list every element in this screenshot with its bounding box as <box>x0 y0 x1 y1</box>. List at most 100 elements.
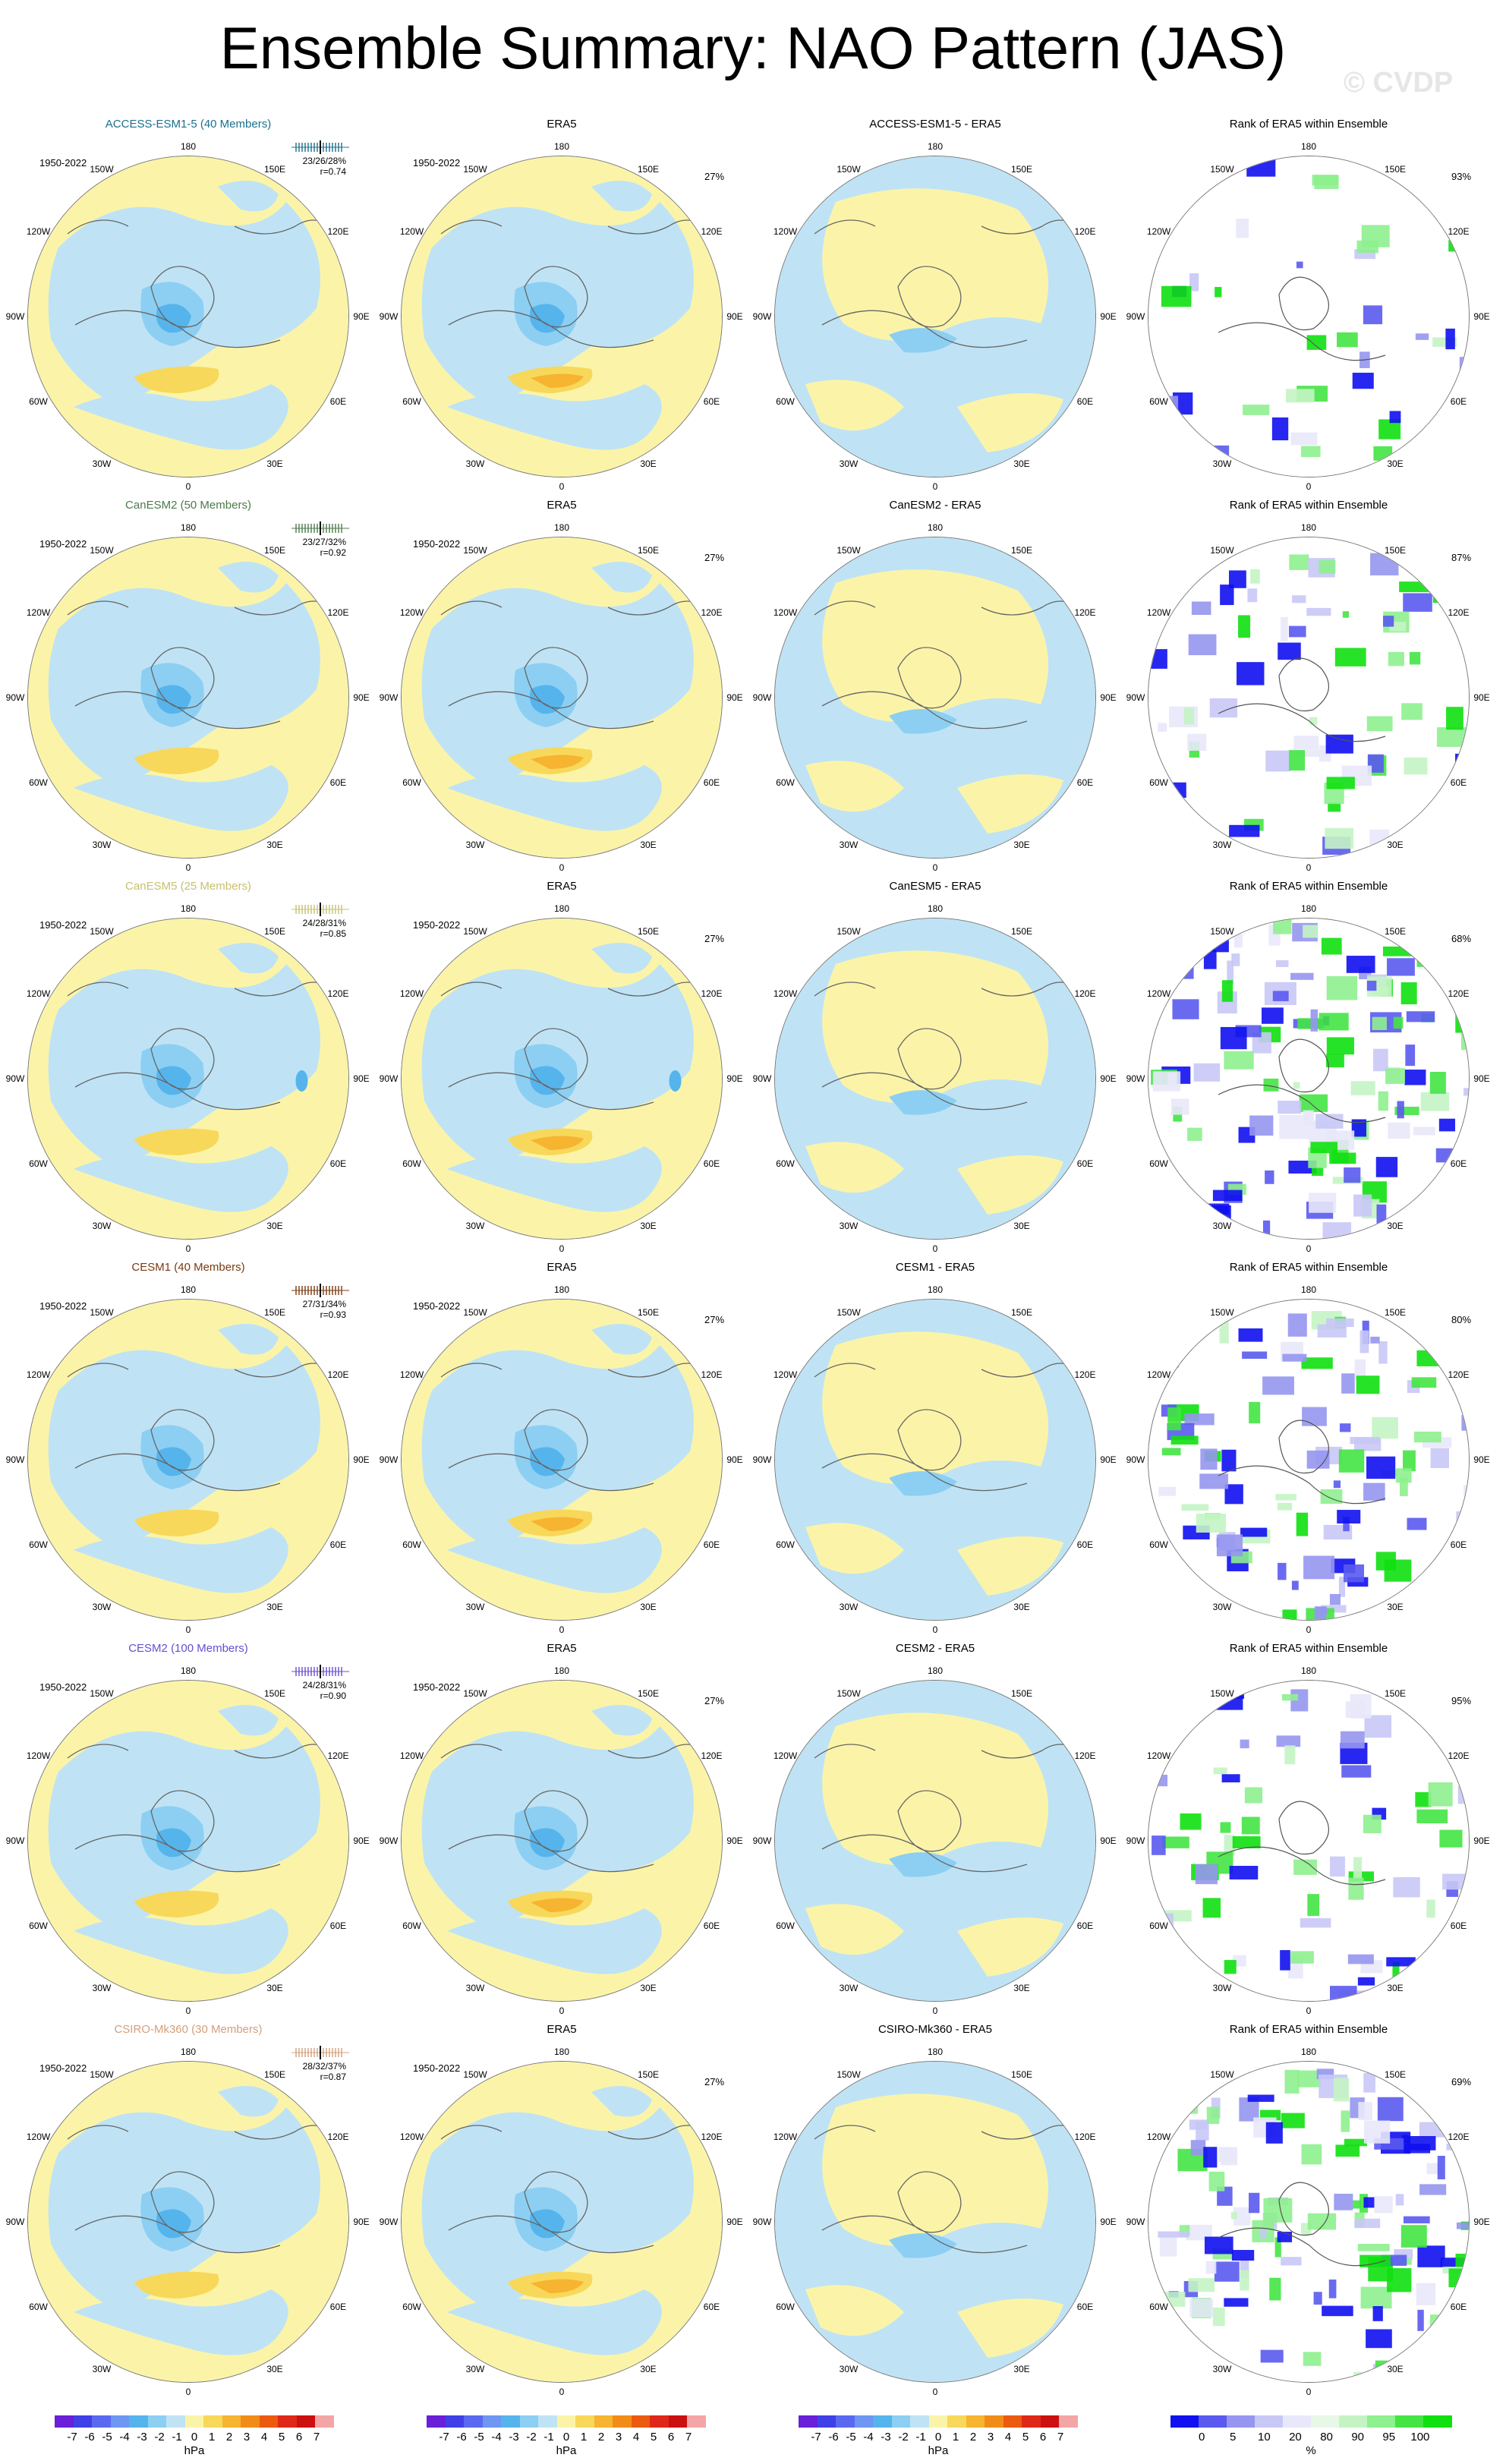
colorbar-swatch <box>1423 2415 1452 2428</box>
longitude-label: 30E <box>1387 1601 1404 1612</box>
longitude-label: 120E <box>1448 2132 1470 2142</box>
diff-title: CanESM2 - ERA5 <box>889 499 981 512</box>
colorbar-rank: 0 5 10 20 80 90 95 100% <box>1170 2415 1452 2461</box>
colorbar-tick-label: 4 <box>1004 2431 1012 2444</box>
longitude-label: 90E <box>1100 1454 1117 1465</box>
longitude-label: 90E <box>726 1454 743 1465</box>
longitude-label: 150E <box>263 545 286 556</box>
longitude-label: 60W <box>1149 396 1168 407</box>
longitude-label: 60E <box>1076 1539 1094 1550</box>
colorbar-swatch <box>687 2415 707 2428</box>
colorbar-swatch <box>73 2415 93 2428</box>
colorbar-swatch <box>315 2415 335 2428</box>
pattern-correlation: r=0.87 <box>320 2072 346 2082</box>
longitude-label: 30W <box>839 1220 859 1231</box>
period-label: 1950-2022 <box>39 2062 87 2074</box>
colorbar-unit: % <box>1306 2444 1316 2457</box>
rank-title: Rank of ERA5 within Ensemble <box>1229 2023 1388 2036</box>
longitude-label: 120W <box>1146 988 1171 999</box>
longitude-label: 90E <box>1100 2217 1117 2227</box>
longitude-label: 90E <box>726 692 743 703</box>
longitude-label: 90E <box>353 1454 370 1465</box>
longitude-label: 150E <box>263 1688 286 1699</box>
longitude-label: 60E <box>703 1920 720 1931</box>
longitude-label: 150W <box>90 2069 114 2080</box>
colorbar-tick-label: 20 <box>1289 2431 1302 2444</box>
polar-map <box>27 1299 349 1621</box>
polar-map <box>774 918 1096 1240</box>
polar-map <box>1148 1299 1470 1621</box>
longitude-label: 60E <box>329 1920 347 1931</box>
longitude-label: 120W <box>1146 1369 1171 1380</box>
longitude-label: 90E <box>353 1835 370 1846</box>
colorbar-swatch <box>110 2415 130 2428</box>
longitude-label: 150W <box>463 926 487 937</box>
longitude-label: 30E <box>1013 2363 1030 2374</box>
longitude-label: 60W <box>402 396 421 407</box>
longitude-label: 120W <box>399 988 424 999</box>
longitude-label: 60E <box>703 396 720 407</box>
polar-map <box>1148 918 1470 1240</box>
longitude-label: 120W <box>773 1369 798 1380</box>
rank-title: Rank of ERA5 within Ensemble <box>1229 118 1388 131</box>
longitude-label: 30E <box>1387 458 1404 469</box>
longitude-label: 180 <box>1300 1284 1317 1295</box>
period-label: 1950-2022 <box>39 919 87 931</box>
polar-map <box>1148 1680 1470 2002</box>
longitude-label: 30E <box>1387 2363 1404 2374</box>
colorbar-swatch <box>650 2415 670 2428</box>
polar-map <box>401 1299 723 1621</box>
longitude-label: 150E <box>263 2069 286 2080</box>
longitude-label: 150W <box>1210 2069 1234 2080</box>
spread-pct: 23/27/32% <box>302 537 346 547</box>
model-title: CanESM5 (25 Members) <box>125 880 251 893</box>
obs-title: ERA5 <box>547 1642 577 1655</box>
longitude-label: 60E <box>703 1158 720 1169</box>
longitude-label: 30E <box>266 839 283 850</box>
model-title: CSIRO-Mk360 (30 Members) <box>114 2023 263 2036</box>
longitude-label: 180 <box>553 903 570 914</box>
longitude-label: 60E <box>329 1158 347 1169</box>
polar-map <box>774 2061 1096 2383</box>
longitude-label: 0 <box>932 1243 938 1254</box>
spread-values: 24/28/31% r=0.85 <box>270 918 346 939</box>
colorbar-tick-label: -7 <box>439 2431 449 2444</box>
longitude-label: 0 <box>932 862 938 873</box>
longitude-label: 30W <box>92 458 112 469</box>
colorbar-swatch <box>1311 2415 1340 2428</box>
longitude-label: 0 <box>1306 862 1312 873</box>
longitude-label: 120E <box>701 1750 723 1761</box>
colorbar-swatch <box>1367 2415 1396 2428</box>
longitude-label: 90W <box>379 2217 399 2227</box>
longitude-label: 90W <box>5 1454 25 1465</box>
longitude-label: 30W <box>1212 458 1232 469</box>
colorbar-tick-label: 0 <box>562 2431 570 2444</box>
panel-r1-c1: ERA5 1950-2022 27% 180 150E 120E 90E 60E 30E 0 30W… <box>373 499 750 881</box>
colorbar-tick-label: 2 <box>225 2431 233 2444</box>
colorbar-tick-label: 90 <box>1351 2431 1364 2444</box>
colorbar-tick-label: -7 <box>67 2431 77 2444</box>
model-title: CESM1 (40 Members) <box>131 1261 245 1274</box>
colorbar-tick-label: -4 <box>491 2431 502 2444</box>
panel-r0-c0: ACCESS-ESM1-5 (40 Members) 1950-2022 23/26… <box>0 118 376 500</box>
longitude-label: 30E <box>266 1601 283 1612</box>
longitude-label: 30W <box>92 2363 112 2374</box>
longitude-label: 90E <box>1100 1073 1117 1084</box>
longitude-label: 120W <box>773 1750 798 1761</box>
longitude-label: 150E <box>1384 1688 1407 1699</box>
longitude-label: 120E <box>327 1750 349 1761</box>
colorbar-swatch <box>1339 2415 1368 2428</box>
longitude-label: 150E <box>637 2069 660 2080</box>
longitude-label: 0 <box>1306 2006 1312 2016</box>
longitude-label: 30W <box>839 839 859 850</box>
longitude-label: 0 <box>185 1243 191 1254</box>
period-label: 1950-2022 <box>413 157 461 169</box>
longitude-label: 60W <box>776 396 795 407</box>
spread-pct: 27/31/34% <box>302 1299 346 1309</box>
colorbar-tick-label: 2 <box>969 2431 977 2444</box>
longitude-label: 120E <box>1074 607 1096 618</box>
polar-map <box>774 156 1096 477</box>
longitude-label: 60E <box>329 396 347 407</box>
longitude-label: 60W <box>402 2302 421 2312</box>
longitude-label: 120W <box>26 1369 51 1380</box>
